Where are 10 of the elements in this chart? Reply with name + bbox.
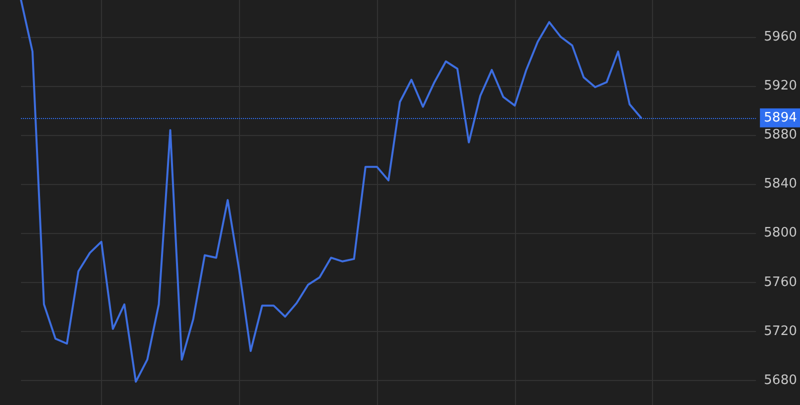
y-tick-label: 5920 xyxy=(764,78,798,94)
ref-line-label: 5894 xyxy=(764,110,798,126)
y-tick-label: 5880 xyxy=(764,128,798,142)
y-tick-label: 5680 xyxy=(764,372,798,388)
y-tick-label: 5960 xyxy=(764,29,798,44)
line-series xyxy=(20,0,642,383)
y-tick-label: 5840 xyxy=(764,176,798,192)
y-tick-label: 5720 xyxy=(764,324,798,339)
y-tick-label: 5760 xyxy=(764,274,798,290)
y-tick-label: 5800 xyxy=(764,226,798,241)
